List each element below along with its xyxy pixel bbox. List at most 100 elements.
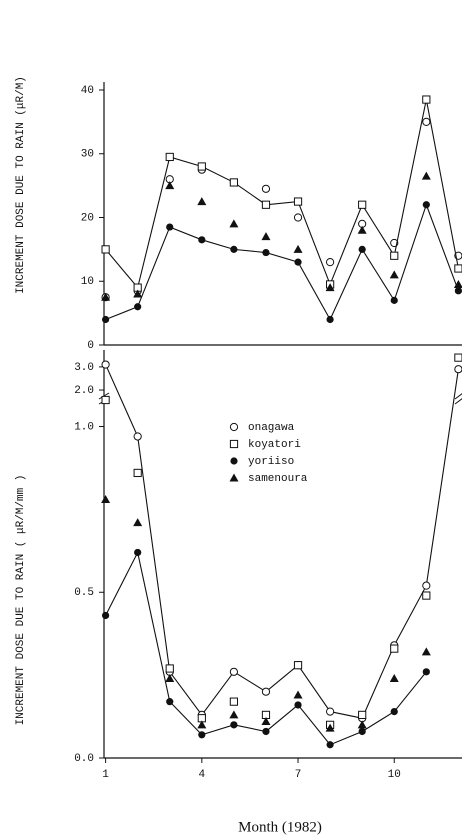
marker (133, 468, 142, 478)
marker (390, 251, 399, 260)
marker (101, 360, 110, 369)
marker (134, 303, 142, 311)
marker (389, 270, 399, 279)
y-tick-label: 40 (81, 85, 94, 97)
y-axis-label: INCREMENT DOSE DUE TO RAIN ( μR/M/mm ) (15, 475, 27, 726)
y-tick-label: 3.0 (74, 362, 94, 374)
marker (325, 283, 335, 292)
marker (165, 673, 175, 682)
marker (293, 690, 303, 699)
marker (101, 292, 111, 301)
x-tick-label: 1 (102, 769, 109, 781)
series-line (105, 203, 459, 321)
series-line (105, 364, 459, 719)
marker (261, 687, 271, 696)
y-tick-label: 0.0 (74, 753, 94, 765)
marker (422, 591, 431, 600)
marker (133, 518, 143, 527)
marker (198, 236, 206, 244)
marker (230, 721, 238, 729)
marker (229, 219, 239, 228)
y-axis-label: INCREMENT DOSE DUE TO RAIN (μR/M) (15, 76, 27, 294)
marker (133, 289, 143, 298)
marker (165, 664, 174, 673)
axis-break (454, 393, 462, 405)
marker (166, 698, 174, 706)
marker (165, 152, 174, 162)
marker (358, 245, 366, 253)
marker (326, 707, 335, 716)
marker (357, 225, 367, 234)
marker (293, 213, 303, 222)
y-tick-label: 2.0 (74, 385, 94, 397)
marker (197, 720, 207, 729)
marker (166, 223, 174, 231)
marker (229, 439, 239, 449)
marker (358, 200, 367, 209)
x-tick-label: 10 (388, 769, 401, 781)
marker (101, 494, 111, 503)
marker (229, 697, 238, 706)
marker (294, 701, 302, 709)
marker (102, 315, 110, 324)
marker (422, 117, 431, 126)
y-tick-label: 0.5 (74, 587, 94, 599)
marker (230, 457, 238, 465)
marker (357, 720, 367, 729)
marker (422, 95, 431, 104)
marker (389, 673, 399, 682)
marker (421, 647, 431, 656)
marker (197, 162, 206, 171)
marker (422, 581, 431, 590)
marker (102, 611, 110, 620)
marker (422, 201, 430, 209)
marker (101, 395, 110, 405)
marker (454, 287, 462, 295)
marker (358, 727, 366, 736)
marker (294, 258, 302, 266)
marker (230, 245, 238, 253)
marker (422, 668, 430, 676)
marker (229, 178, 238, 187)
legend-label: yoriiso (248, 456, 294, 468)
marker (390, 296, 398, 304)
y-tick-label: 30 (81, 149, 94, 161)
marker (229, 710, 239, 719)
series-line (105, 99, 459, 289)
marker (134, 548, 142, 557)
marker (421, 171, 431, 180)
y-tick-label: 10 (81, 276, 94, 288)
marker (454, 365, 462, 374)
marker (390, 707, 398, 716)
marker (293, 661, 303, 670)
legend-label: koyatori (248, 439, 301, 451)
y-tick-label: 1.0 (74, 421, 94, 433)
marker (165, 181, 175, 190)
marker (262, 248, 270, 257)
marker (293, 197, 303, 206)
marker (293, 244, 303, 253)
marker (390, 644, 399, 653)
legend-label: samenoura (248, 473, 308, 485)
marker (326, 741, 334, 749)
marker (261, 717, 271, 726)
marker (261, 232, 271, 241)
x-tick-label: 7 (295, 769, 302, 781)
y-tick-label: 0 (87, 340, 94, 352)
marker (197, 197, 207, 206)
legend-label: onagawa (248, 422, 295, 434)
y-tick-label: 20 (81, 212, 94, 224)
marker (133, 432, 142, 441)
marker (261, 184, 271, 193)
marker (198, 731, 206, 739)
marker (229, 667, 238, 676)
marker (261, 200, 271, 209)
marker (101, 245, 110, 254)
marker (229, 422, 239, 432)
x-tick-label: 4 (199, 769, 206, 781)
x-axis-label: Month (1982) (238, 819, 322, 835)
marker (326, 315, 334, 324)
marker (453, 279, 462, 288)
marker (229, 473, 239, 482)
